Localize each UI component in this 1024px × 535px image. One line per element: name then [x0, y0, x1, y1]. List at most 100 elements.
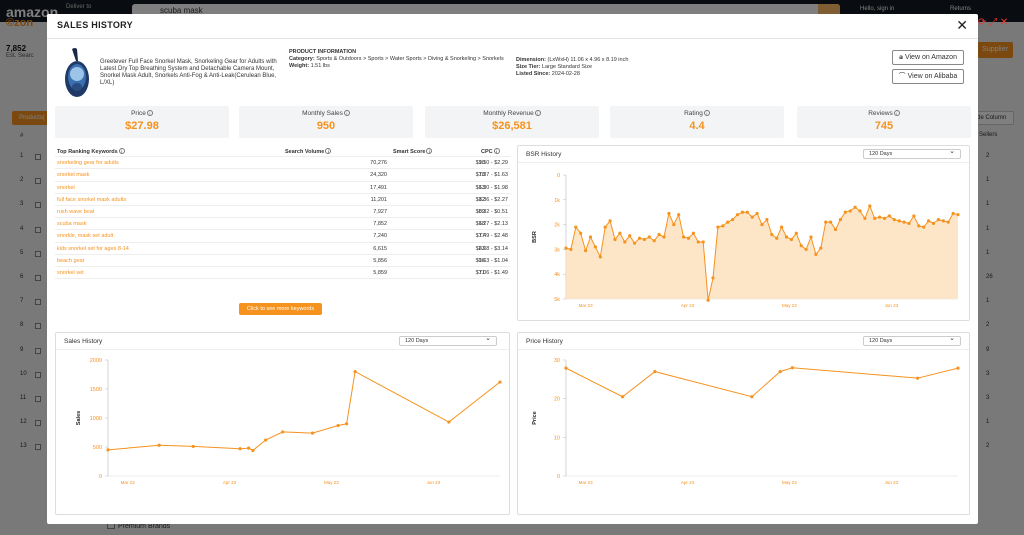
bsr-history-panel: BSR History 120 Days 0 1k 2k 3k 4k 5k Mar 23 Ap… [517, 145, 970, 321]
keyword-link[interactable]: scuba mask [57, 221, 87, 228]
y-tick-label: 1000 [90, 416, 102, 422]
keyword-score: 78 [478, 172, 485, 179]
keyword-score: 82 [478, 196, 485, 203]
data-point [677, 213, 681, 217]
info-icon[interactable]: i [703, 110, 710, 116]
data-point [310, 431, 315, 435]
data-point [251, 448, 255, 453]
stat-value: 950 [316, 120, 336, 132]
y-tick-label: 10 [554, 435, 560, 441]
info-icon[interactable]: i [118, 148, 125, 154]
keyword-link[interactable]: full face snorkel mask adults [57, 196, 127, 203]
stat-value: 4.4 [689, 120, 705, 132]
keyword-cpc: $1.30 - $1.98 [475, 184, 508, 191]
y-tick-label: 500 [93, 445, 102, 451]
data-point [157, 443, 161, 447]
keyword-link[interactable]: snorkel set [57, 269, 84, 276]
data-point [915, 376, 920, 380]
y-axis-label: Price [532, 411, 538, 424]
data-point [498, 380, 502, 384]
data-point [760, 223, 764, 227]
keyword-volume: 7,240 [373, 233, 387, 240]
data-point [858, 209, 862, 213]
data-point [574, 225, 578, 229]
info-icon[interactable]: i [493, 148, 500, 154]
data-point [608, 219, 612, 223]
keyword-cpc: $0.32 - $0.51 [475, 208, 508, 215]
data-point [706, 298, 710, 302]
sales-range-select[interactable]: 120 Days [399, 335, 497, 346]
data-point [564, 366, 568, 370]
close-icon[interactable]: ✕ [956, 17, 968, 33]
data-point [281, 430, 285, 434]
price-range-select[interactable]: 120 Days [863, 335, 961, 346]
keyword-link[interactable]: beach gear [57, 257, 85, 264]
data-point [726, 220, 730, 224]
data-point [814, 252, 818, 256]
data-point [336, 423, 340, 428]
keyword-link[interactable]: kids snorkel set for ages 8-14 [57, 245, 129, 252]
keyword-link[interactable]: snorkeling gear for adults [57, 160, 119, 167]
product-image [65, 48, 89, 97]
info-icon[interactable]: i [146, 110, 153, 116]
view-on-alibaba-button[interactable]: ⌒ View on Alibaba [892, 69, 964, 84]
data-point [264, 438, 268, 442]
data-point [564, 246, 568, 250]
data-point [946, 220, 950, 224]
data-point [750, 395, 754, 399]
data-point [593, 245, 597, 249]
sales-history-modal: SALES HISTORY ✕ Greetever Full Face Snor… [47, 14, 978, 524]
bsr-range-select[interactable]: 120 Days [863, 148, 961, 159]
data-point [770, 232, 774, 237]
x-tick-label: Mar 23 [121, 480, 136, 485]
y-tick-label: 20 [554, 397, 560, 403]
size-tier-label: Size Tier: [516, 64, 541, 70]
keyword-link[interactable]: snorkel mask [57, 172, 90, 179]
data-point [956, 213, 960, 217]
data-point [721, 224, 725, 228]
category-label: Category: [289, 56, 315, 62]
more-keywords-button[interactable]: Click to see more keywords [239, 303, 322, 315]
info-icon[interactable]: i [325, 148, 332, 154]
data-point [819, 246, 823, 250]
view-on-alibaba-label: View on Alibaba [907, 73, 958, 80]
keyword-score: 89 [478, 208, 485, 215]
keyword-cpc: $1.36 - $2.27 [475, 196, 508, 203]
keyword-row: full face snorkel mask adults 11,201 82 $1.… [55, 194, 510, 206]
info-icon[interactable]: i [893, 110, 900, 116]
data-point [838, 218, 842, 222]
data-point [628, 234, 632, 238]
view-on-amazon-button[interactable]: 𝐚 View on Amazon [892, 50, 964, 65]
keyword-link[interactable]: snorkel [57, 184, 75, 191]
data-point [682, 235, 686, 239]
keyword-link[interactable]: snorkle, mask set adult [57, 233, 114, 240]
keyword-volume: 24,320 [370, 172, 387, 179]
stat-monthly-revenue: Monthly Revenue i $26,581 [425, 106, 599, 138]
data-point [662, 235, 666, 239]
keyword-link[interactable]: rush wave boat [57, 208, 95, 215]
y-tick-label: 1k [554, 198, 560, 204]
data-point [247, 446, 251, 450]
x-tick-label: Apr 23 [681, 480, 695, 485]
info-icon[interactable]: i [534, 110, 541, 116]
data-point [584, 249, 588, 253]
keyword-score: 68 [478, 221, 485, 228]
bsr-history-title: BSR History [526, 151, 562, 158]
info-icon[interactable]: i [426, 148, 433, 154]
data-point [778, 370, 782, 374]
info-icon[interactable]: i [343, 110, 350, 116]
keywords-table: Top Ranking Keywords i Search Volume i Sma… [55, 145, 510, 280]
data-point [799, 244, 803, 248]
keyword-cpc: $1.06 - $1.49 [475, 269, 508, 276]
price-chart: 0 10 20 30 Mar 23 Apr 23 May 23 Jun 23 Price [532, 358, 960, 485]
product-dimension-block: Dimension: (LxWxH) 11.06 x 4.96 x 8.19 i… [516, 57, 676, 78]
window-controls-icon[interactable]: ⟳ ⤢ ✕ [978, 17, 1009, 28]
keyword-row: snorkle, mask set adult 7,240 77 $1.49 - $2… [55, 230, 510, 243]
stat-monthly-sales: Monthly Sales i 950 [239, 106, 413, 138]
data-point [853, 205, 857, 209]
data-point [927, 219, 931, 223]
keyword-row: snorkel set 5,859 71 $1.06 - $1.49 [55, 267, 510, 280]
data-point [353, 370, 357, 374]
dimension-value: (LxWxH) 11.06 x 4.96 x 8.19 inch [547, 57, 629, 63]
x-tick-label: Jun 23 [885, 480, 899, 485]
